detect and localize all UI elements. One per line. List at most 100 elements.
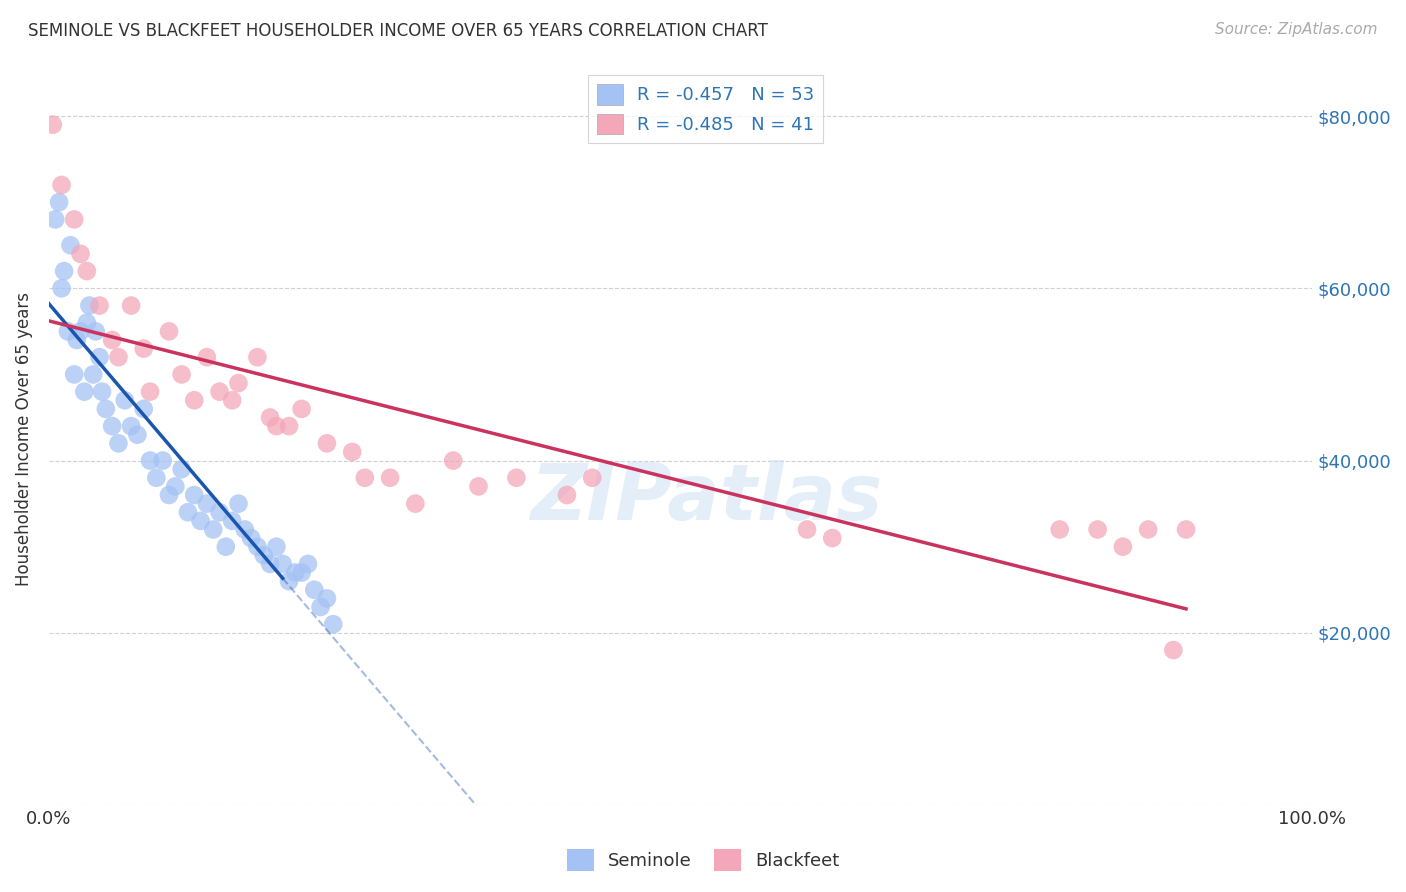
Point: [114, 393, 136, 408]
Point: [59, 238, 82, 252]
Point: [259, 410, 281, 425]
Point: [228, 376, 250, 390]
Point: [1175, 523, 1198, 537]
Text: ZIPatlas: ZIPatlas: [530, 459, 882, 535]
Point: [51, 178, 73, 192]
Point: [107, 436, 129, 450]
Point: [1163, 643, 1185, 657]
Point: [69, 247, 91, 261]
Point: [76, 264, 98, 278]
Point: [170, 368, 193, 382]
Point: [340, 445, 363, 459]
Point: [63, 212, 86, 227]
Point: [467, 479, 489, 493]
Point: [190, 514, 212, 528]
Point: [322, 617, 344, 632]
Point: [51, 281, 73, 295]
Point: [316, 436, 339, 450]
Point: [304, 582, 326, 597]
Point: [157, 324, 180, 338]
Point: [120, 299, 142, 313]
Point: [120, 419, 142, 434]
Point: [266, 419, 288, 434]
Point: [796, 523, 818, 537]
Point: [53, 264, 76, 278]
Point: [271, 557, 294, 571]
Point: [233, 523, 256, 537]
Point: [821, 531, 844, 545]
Point: [246, 350, 269, 364]
Point: [63, 368, 86, 382]
Point: [208, 505, 231, 519]
Point: [208, 384, 231, 399]
Point: [1087, 523, 1109, 537]
Legend: R = -0.457   N = 53, R = -0.485   N = 41: R = -0.457 N = 53, R = -0.485 N = 41: [588, 75, 824, 144]
Point: [56, 324, 79, 338]
Point: [132, 342, 155, 356]
Point: [89, 350, 111, 364]
Legend: Seminole, Blackfeet: Seminole, Blackfeet: [560, 842, 846, 879]
Point: [183, 488, 205, 502]
Point: [69, 324, 91, 338]
Point: [316, 591, 339, 606]
Point: [246, 540, 269, 554]
Point: [107, 350, 129, 364]
Point: [73, 384, 96, 399]
Point: [177, 505, 200, 519]
Point: [1137, 523, 1160, 537]
Point: [221, 393, 243, 408]
Point: [195, 497, 218, 511]
Point: [297, 557, 319, 571]
Point: [195, 350, 218, 364]
Point: [152, 453, 174, 467]
Point: [1049, 523, 1071, 537]
Point: [145, 471, 167, 485]
Text: SEMINOLE VS BLACKFEET HOUSEHOLDER INCOME OVER 65 YEARS CORRELATION CHART: SEMINOLE VS BLACKFEET HOUSEHOLDER INCOME…: [28, 22, 768, 40]
Point: [228, 497, 250, 511]
Point: [441, 453, 464, 467]
Point: [101, 419, 124, 434]
Point: [555, 488, 578, 502]
Point: [278, 419, 301, 434]
Point: [91, 384, 114, 399]
Point: [221, 514, 243, 528]
Point: [259, 557, 281, 571]
Point: [278, 574, 301, 589]
Point: [284, 566, 307, 580]
Point: [581, 471, 603, 485]
Point: [139, 384, 162, 399]
Point: [132, 401, 155, 416]
Point: [79, 299, 101, 313]
Point: [89, 299, 111, 313]
Point: [76, 316, 98, 330]
Y-axis label: Householder Income Over 65 years: Householder Income Over 65 years: [15, 292, 32, 586]
Point: [165, 479, 187, 493]
Point: [44, 212, 66, 227]
Point: [240, 531, 263, 545]
Point: [215, 540, 238, 554]
Point: [309, 599, 332, 614]
Point: [127, 427, 149, 442]
Point: [94, 401, 117, 416]
Point: [505, 471, 527, 485]
Point: [253, 549, 276, 563]
Point: [404, 497, 426, 511]
Point: [139, 453, 162, 467]
Point: [202, 523, 225, 537]
Point: [82, 368, 104, 382]
Point: [48, 195, 70, 210]
Point: [42, 118, 65, 132]
Point: [170, 462, 193, 476]
Text: Source: ZipAtlas.com: Source: ZipAtlas.com: [1215, 22, 1378, 37]
Point: [157, 488, 180, 502]
Point: [291, 401, 314, 416]
Point: [353, 471, 375, 485]
Point: [291, 566, 314, 580]
Point: [266, 540, 288, 554]
Point: [66, 333, 89, 347]
Point: [101, 333, 124, 347]
Point: [84, 324, 107, 338]
Point: [378, 471, 401, 485]
Point: [1112, 540, 1135, 554]
Point: [183, 393, 205, 408]
